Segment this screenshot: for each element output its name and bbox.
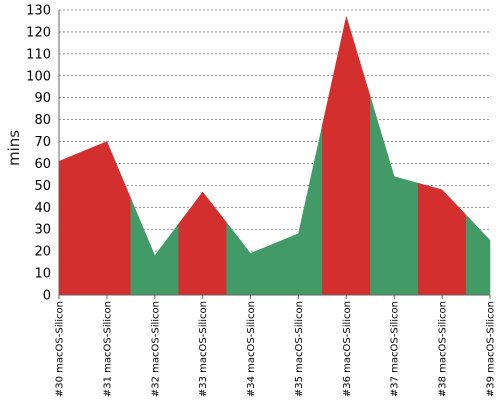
area-segment-passed	[370, 96, 419, 296]
y-tick-label: 30	[34, 223, 51, 238]
area-segment-failed	[58, 151, 84, 296]
area-segment-failed	[82, 141, 132, 296]
y-tick-label: 80	[34, 113, 51, 128]
x-tick-label: #38 macOS-Silicon	[438, 301, 449, 397]
x-axis-ticks: #30 macOS-Silicon #31 macOS-Silicon #32 ma…	[55, 295, 497, 397]
x-tick-label: #32 macOS-Silicon	[150, 301, 161, 397]
area-segment-passed	[274, 125, 323, 296]
y-tick-label: 0	[43, 289, 51, 304]
x-tick-label: #30 macOS-Silicon	[55, 301, 66, 397]
y-tick-label: 60	[34, 157, 51, 172]
y-tick-label: 50	[34, 179, 51, 194]
area-segment-passed	[130, 198, 179, 296]
y-axis-label: mins	[5, 130, 23, 166]
area-segment-failed	[322, 15, 371, 296]
area-segment-passed	[465, 214, 491, 296]
x-tick-label: #36 macOS-Silicon	[342, 301, 353, 397]
x-tick-label: #39 macOS-Silicon	[486, 301, 497, 397]
y-tick-label: 90	[34, 91, 51, 106]
y-tick-label: 120	[26, 25, 51, 40]
area-segments	[58, 15, 491, 296]
y-tick-label: 110	[26, 47, 51, 62]
y-axis-ticks: 0 10 20 30 40 50 60 70 80 90 100 110 120 130	[26, 4, 51, 304]
x-tick-label: #31 macOS-Silicon	[102, 301, 113, 397]
x-tick-label: #37 macOS-Silicon	[390, 301, 401, 397]
area-segment-passed	[226, 221, 275, 296]
y-tick-label: 40	[34, 201, 51, 216]
y-tick-label: 10	[34, 267, 51, 282]
y-tick-label: 20	[34, 245, 51, 260]
y-tick-label: 130	[26, 4, 51, 19]
y-tick-label: 100	[26, 69, 51, 84]
x-tick-label: #33 macOS-Silicon	[198, 301, 209, 397]
area-segment-failed	[417, 182, 467, 296]
y-tick-label: 70	[34, 135, 51, 150]
x-tick-label: #34 macOS-Silicon	[246, 301, 257, 397]
x-tick-label: #35 macOS-Silicon	[294, 301, 305, 397]
